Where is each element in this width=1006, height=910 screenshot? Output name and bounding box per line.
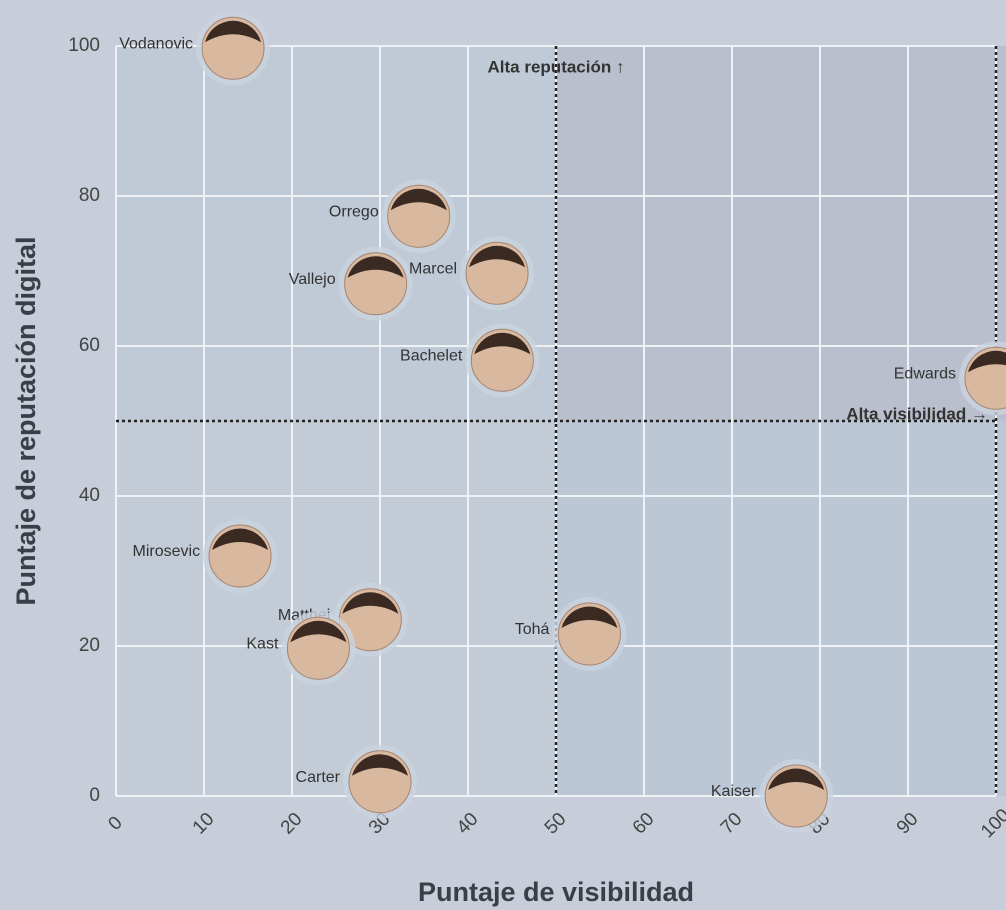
point-label: Edwards [894,365,956,382]
y-tick-label: 100 [68,35,100,56]
point: Vallejo [289,246,413,321]
x-tick-label: 70 [717,809,747,839]
x-tick-label: 90 [893,809,923,839]
point-label: Kast [246,635,279,652]
x-tick-label: 10 [189,809,219,839]
points: Vodanovic Orrego Vallejo Marcel Bachelet Edwa… [119,11,1006,833]
point-label: Bachelet [400,347,463,364]
hair [968,350,1006,373]
hair [390,188,447,211]
point-label: Vodanovic [119,35,193,52]
x-axis-title: Puntaje de visibilidad [418,877,694,907]
point: Mirosevic [133,519,278,593]
point: Tohá [515,597,627,671]
x-tick-label: 100 [977,805,1006,842]
point: Orrego [329,179,456,254]
hair [469,245,526,268]
point-label: Carter [296,769,341,786]
hair [474,332,531,355]
point-label: Kaiser [711,783,757,800]
x-tick-label: 40 [453,809,483,839]
quadrant [556,421,1006,796]
point-label: Orrego [329,203,379,220]
hair [352,754,408,776]
annotation: Alta reputación ↑ [488,57,625,76]
point: Kast [246,611,356,686]
y-tick-label: 0 [89,785,100,806]
hair [347,256,404,278]
point-label: Marcel [409,260,457,277]
point-label: Vallejo [289,271,336,288]
x-tick-label: 60 [629,809,659,839]
hair [212,528,269,550]
x-tick-label: 20 [277,809,307,839]
hair [342,592,399,614]
hair [290,620,347,643]
y-tick-label: 40 [79,485,100,506]
point: Carter [296,744,417,819]
x-tick-label: 50 [541,809,571,839]
point: Edwards [894,341,1006,416]
y-tick-label: 80 [79,185,100,206]
y-tick-label: 20 [79,635,100,656]
y-tick-label: 60 [79,335,100,356]
annotation: Alta visibilidad → [846,404,988,423]
point-label: Tohá [515,621,550,638]
point: Vodanovic [119,11,271,86]
x-tick-label: 0 [104,812,126,834]
point: Marcel [409,236,535,311]
point-label: Mirosevic [133,543,201,560]
hair [768,768,825,790]
hair [561,606,618,628]
point: Kaiser [711,759,834,833]
y-axis-title: Puntaje de reputación digital [11,236,41,605]
plot-background [116,46,1006,796]
point: Bachelet [400,323,540,398]
hair [205,20,262,43]
quadrant [556,46,1006,421]
